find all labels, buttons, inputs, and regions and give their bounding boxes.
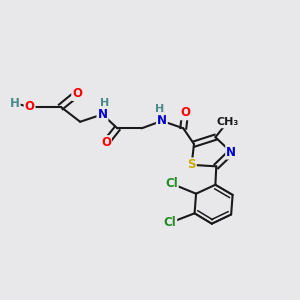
Text: N: N bbox=[226, 146, 236, 159]
Text: H: H bbox=[100, 98, 110, 108]
Text: N: N bbox=[98, 108, 107, 121]
Text: Cl: Cl bbox=[164, 216, 176, 229]
Text: O: O bbox=[25, 100, 34, 113]
Text: CH₃: CH₃ bbox=[216, 117, 238, 128]
Text: Cl: Cl bbox=[165, 177, 178, 190]
Text: H: H bbox=[155, 104, 165, 114]
Text: H: H bbox=[10, 97, 20, 110]
Text: S: S bbox=[188, 158, 196, 171]
Text: O: O bbox=[180, 106, 190, 119]
Text: O: O bbox=[72, 87, 82, 100]
Text: N: N bbox=[157, 114, 167, 128]
Text: O: O bbox=[101, 136, 111, 149]
